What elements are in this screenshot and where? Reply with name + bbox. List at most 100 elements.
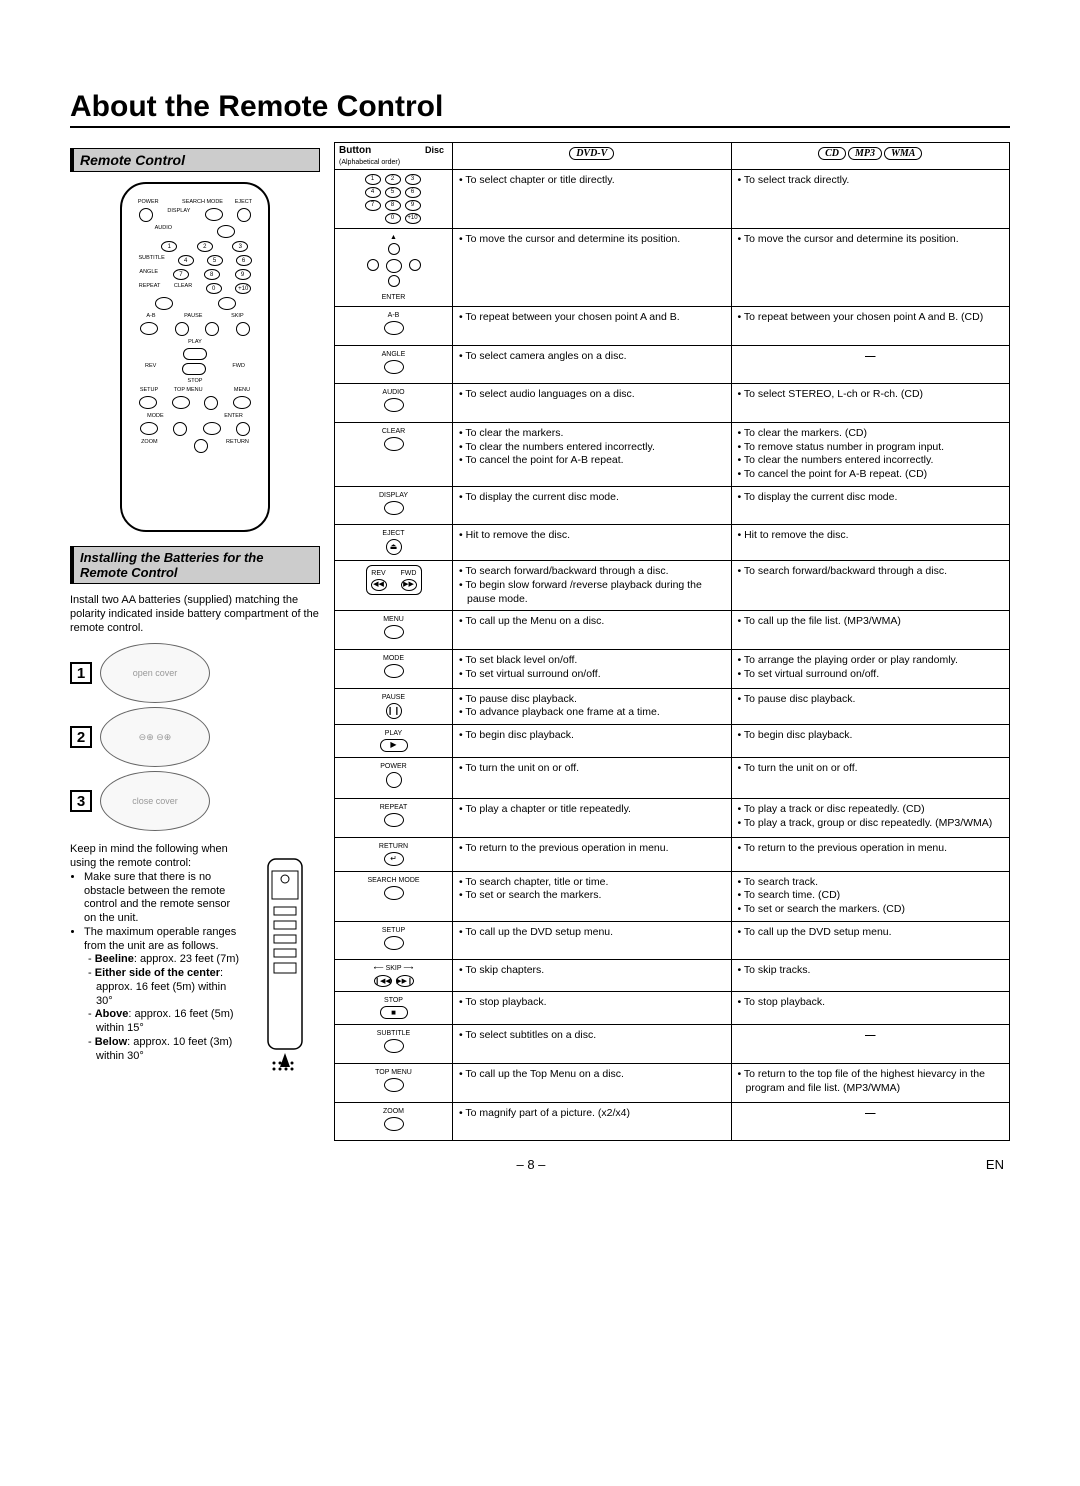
desc-cell: To stop playback. (731, 992, 1010, 1025)
desc-cell: To call up the DVD setup menu. (731, 921, 1010, 960)
desc-cell: To return to the previous operation in m… (453, 837, 732, 871)
th-dvd: DVD-V (453, 143, 732, 170)
range-item: Below: approx. 10 feet (3m) within 30° (92, 1036, 242, 1064)
range-item: Above: approx. 16 feet (5m) within 15° (92, 1008, 242, 1036)
table-row: PAUSE❙❙To pause disc playback.To advance… (335, 688, 1010, 724)
desc-cell: — (731, 345, 1010, 384)
desc-cell: To move the cursor and determine its pos… (731, 229, 1010, 307)
desc-cell: To arrange the playing order or play ran… (731, 650, 1010, 689)
desc-cell: To move the cursor and determine its pos… (453, 229, 732, 307)
button-cell: MENU (335, 611, 453, 650)
button-cell: ⟵ SKIP ⟶❙◀◀▶▶❙ (335, 960, 453, 992)
table-row: ⟵ SKIP ⟶❙◀◀▶▶❙To skip chapters.To skip t… (335, 960, 1010, 992)
desc-cell: To search forward/backward through a dis… (453, 561, 732, 611)
heading-install-batteries: Installing the Batteries for the Remote … (70, 546, 320, 584)
desc-cell: To turn the unit on or off. (731, 758, 1010, 799)
table-row: DISPLAYTo display the current disc mode.… (335, 486, 1010, 525)
button-cell: EJECT⏏ (335, 525, 453, 561)
button-cell: AUDIO (335, 384, 453, 423)
desc-cell: To select camera angles on a disc. (453, 345, 732, 384)
heading-remote-control: Remote Control (70, 148, 320, 172)
lang-mark: EN (986, 1157, 1004, 1172)
button-cell: STOP■ (335, 992, 453, 1025)
battery-illus-2: ⊖⊕ ⊖⊕ (100, 707, 210, 767)
table-row: EJECT⏏Hit to remove the disc.Hit to remo… (335, 525, 1010, 561)
button-cell: POWER (335, 758, 453, 799)
desc-cell: To skip chapters. (453, 960, 732, 992)
remote-illustration: POWERSEARCH MODEEJECT DISPLAY AUDIO 123 … (120, 182, 270, 532)
button-function-table: Button Disc (Alphabetical order) DVD-V C… (334, 142, 1010, 1141)
button-cell: RETURN↵ (335, 837, 453, 871)
step-1-icon: 1 (70, 662, 92, 684)
desc-cell: To search forward/backward through a dis… (731, 561, 1010, 611)
desc-cell: To return to the previous operation in m… (731, 837, 1010, 871)
battery-illus-1: open cover (100, 643, 210, 703)
battery-illus-3: close cover (100, 771, 210, 831)
desc-cell: — (731, 1102, 1010, 1141)
desc-cell: To search track.To search time. (CD)To s… (731, 871, 1010, 921)
table-row: SETUPTo call up the DVD setup menu.To ca… (335, 921, 1010, 960)
table-row: AUDIOTo select audio languages on a disc… (335, 384, 1010, 423)
desc-cell: To pause disc playback. (731, 688, 1010, 724)
desc-cell: To pause disc playback.To advance playba… (453, 688, 732, 724)
page-footer: – 8 – EN (70, 1157, 1010, 1172)
button-cell: 1234567890+10 (335, 170, 453, 229)
range-item: Beeline: approx. 23 feet (7m) (92, 953, 242, 967)
keep-intro: Keep in mind the following when using th… (70, 843, 242, 871)
table-row: RETURN↵To return to the previous operati… (335, 837, 1010, 871)
desc-cell: To begin disc playback. (731, 725, 1010, 758)
table-row: PLAY▶To begin disc playback.To begin dis… (335, 725, 1010, 758)
desc-cell: To play a chapter or title repeatedly. (453, 798, 732, 837)
th-cd: CDMP3WMA (731, 143, 1010, 170)
table-row: TOP MENUTo call up the Top Menu on a dis… (335, 1063, 1010, 1102)
step-2-icon: 2 (70, 726, 92, 748)
button-cell: SEARCH MODE (335, 871, 453, 921)
ranges-list: Beeline: approx. 23 feet (7m)Either side… (70, 953, 242, 1063)
button-cell: SUBTITLE (335, 1025, 453, 1064)
install-text: Install two AA batteries (supplied) matc… (70, 594, 320, 635)
tip-2: The maximum operable ranges from the uni… (84, 926, 242, 954)
desc-cell: To call up the DVD setup menu. (453, 921, 732, 960)
desc-cell: To display the current disc mode. (453, 486, 732, 525)
page-title: About the Remote Control (70, 90, 1010, 128)
desc-cell: To repeat between your chosen point A an… (731, 306, 1010, 345)
battery-step-1: 1 open cover (70, 643, 320, 703)
unit-illustration (250, 853, 320, 1073)
step-3-icon: 3 (70, 790, 92, 812)
desc-cell: To call up the file list. (MP3/WMA) (731, 611, 1010, 650)
desc-cell: To skip tracks. (731, 960, 1010, 992)
desc-cell: To repeat between your chosen point A an… (453, 306, 732, 345)
desc-cell: Hit to remove the disc. (453, 525, 732, 561)
button-cell: ZOOM (335, 1102, 453, 1141)
desc-cell: Hit to remove the disc. (731, 525, 1010, 561)
desc-cell: To clear the markers.To clear the number… (453, 423, 732, 487)
desc-cell: To set black level on/off.To set virtual… (453, 650, 732, 689)
desc-cell: To magnify part of a picture. (x2/x4) (453, 1102, 732, 1141)
table-row: MENUTo call up the Menu on a disc.To cal… (335, 611, 1010, 650)
desc-cell: To call up the Top Menu on a disc. (453, 1063, 732, 1102)
table-row: REPEATTo play a chapter or title repeate… (335, 798, 1010, 837)
table-row: REV◀◀FWD▶▶To search forward/backward thr… (335, 561, 1010, 611)
desc-cell: To search chapter, title or time.To set … (453, 871, 732, 921)
table-row: STOP■To stop playback.To stop playback. (335, 992, 1010, 1025)
table-row: A-BTo repeat between your chosen point A… (335, 306, 1010, 345)
battery-step-3: 3 close cover (70, 771, 320, 831)
desc-cell: To play a track or disc repeatedly. (CD)… (731, 798, 1010, 837)
desc-cell: To stop playback. (453, 992, 732, 1025)
content-columns: Setup Remote Control POWERSEARCH MODEEJE… (70, 142, 1010, 1141)
button-cell: ANGLE (335, 345, 453, 384)
desc-cell: To select subtitles on a disc. (453, 1025, 732, 1064)
left-column: Remote Control POWERSEARCH MODEEJECT DIS… (70, 142, 320, 1141)
desc-cell: To select track directly. (731, 170, 1010, 229)
button-cell: REPEAT (335, 798, 453, 837)
desc-cell: To clear the markers. (CD)To remove stat… (731, 423, 1010, 487)
table-row: SEARCH MODETo search chapter, title or t… (335, 871, 1010, 921)
tips-list: Make sure that there is no obstacle betw… (70, 871, 242, 954)
table-row: ▲ENTERTo move the cursor and determine i… (335, 229, 1010, 307)
desc-cell: To select chapter or title directly. (453, 170, 732, 229)
desc-cell: To select audio languages on a disc. (453, 384, 732, 423)
tip-1: Make sure that there is no obstacle betw… (84, 871, 242, 926)
button-cell: PAUSE❙❙ (335, 688, 453, 724)
table-row: ANGLETo select camera angles on a disc.— (335, 345, 1010, 384)
button-cell: CLEAR (335, 423, 453, 487)
